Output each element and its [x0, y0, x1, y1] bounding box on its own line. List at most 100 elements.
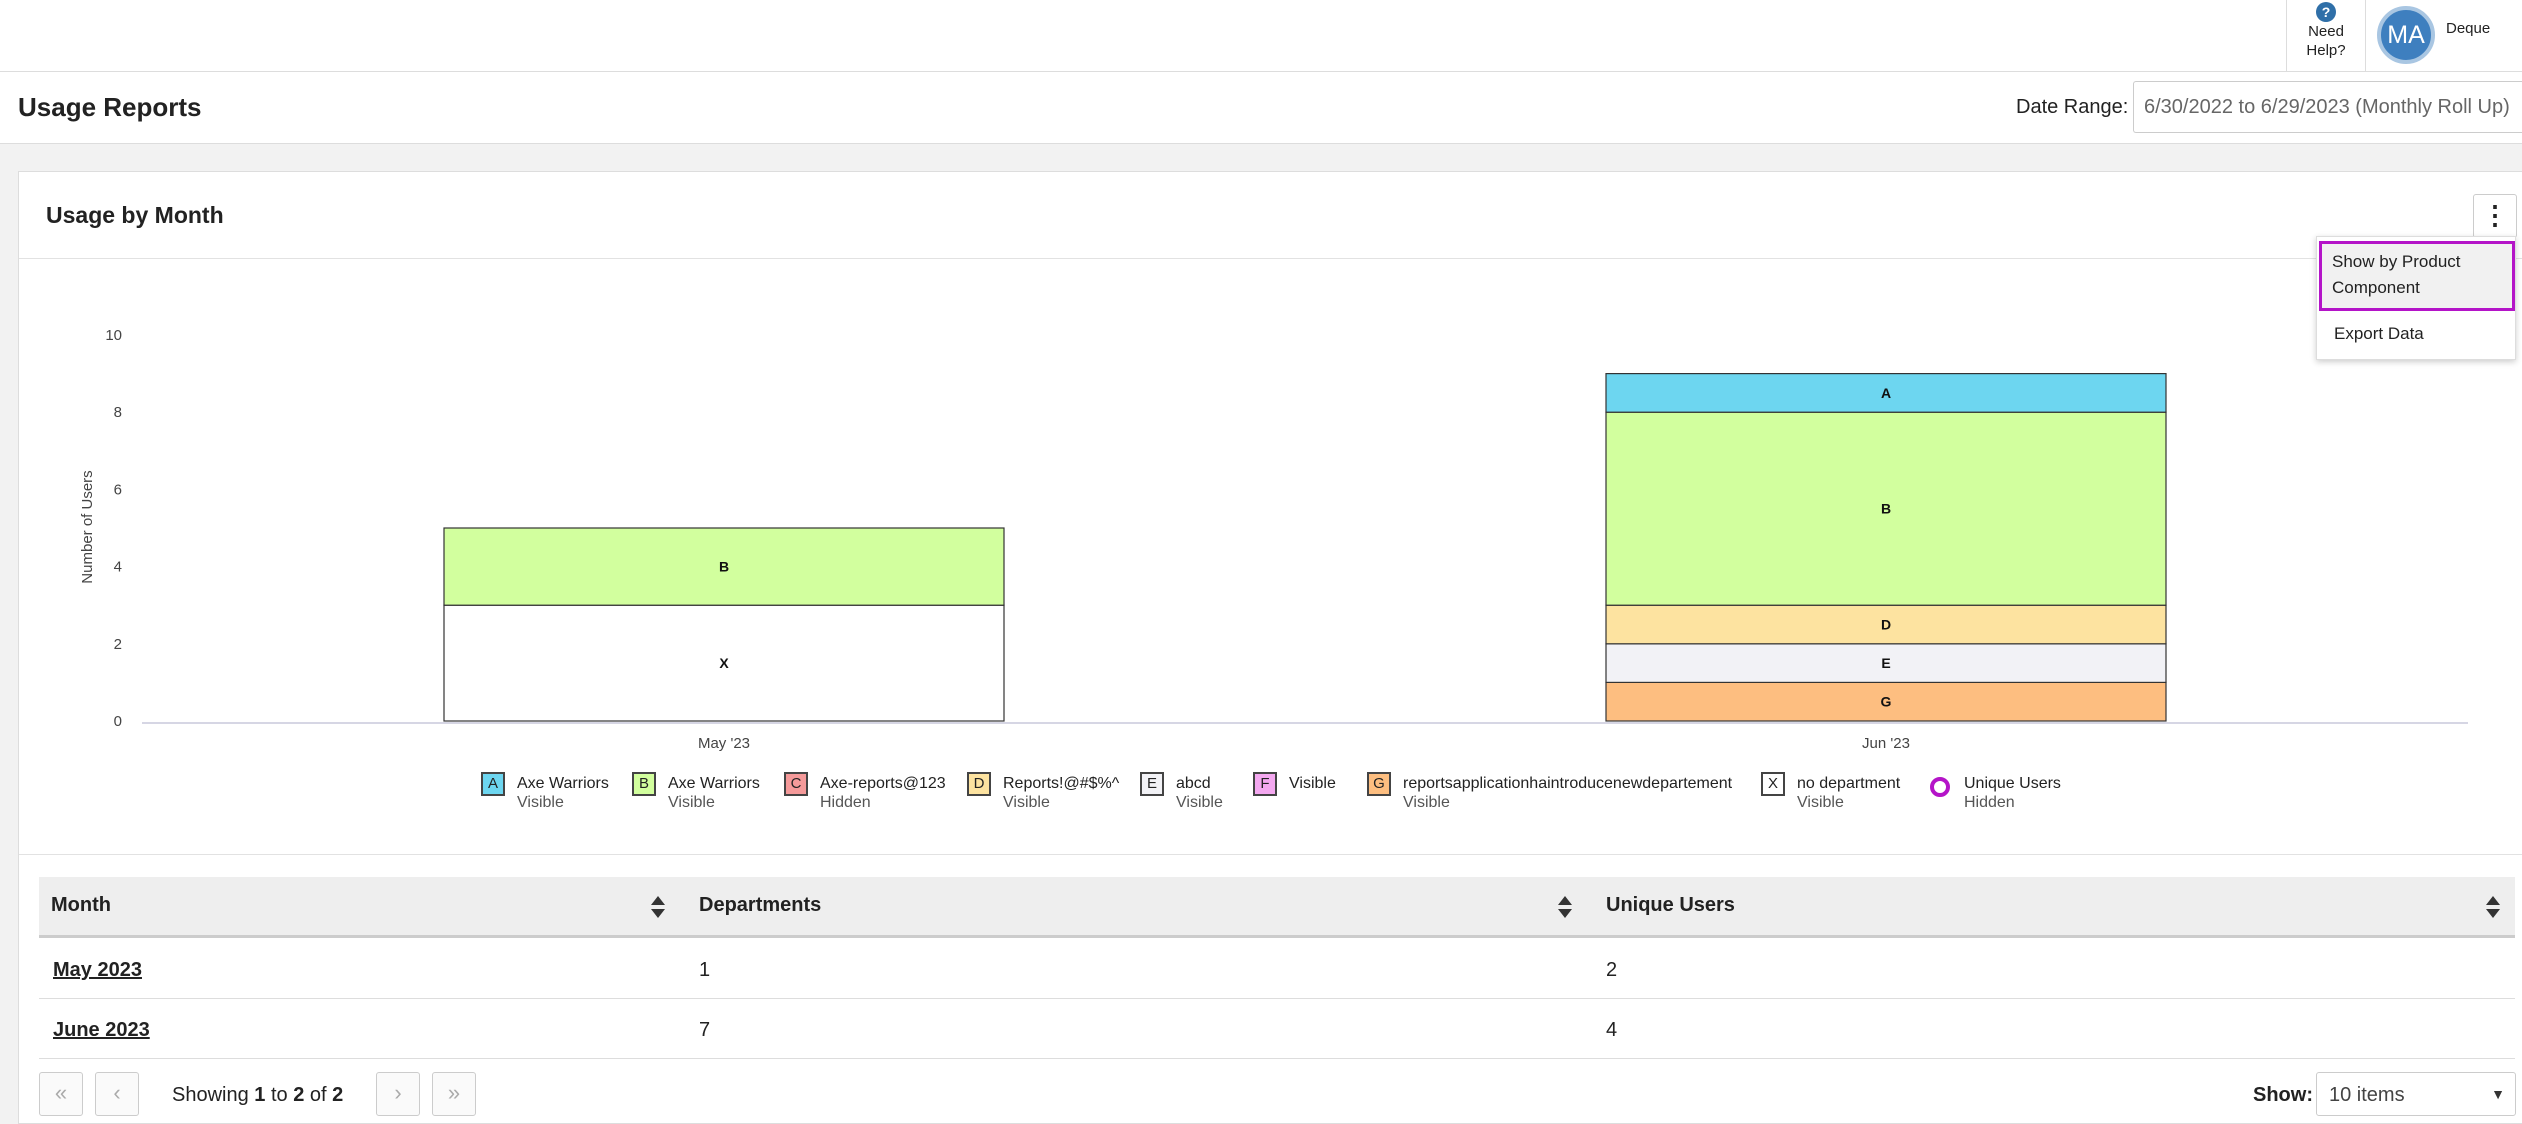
card-title: Usage by Month: [46, 202, 224, 228]
departments-cell: 1: [699, 959, 711, 981]
date-range-select[interactable]: 6/30/2022 to 6/29/2023 (Monthly Roll Up): [2133, 81, 2522, 133]
double-chevron-right-icon: »: [447, 1080, 461, 1105]
table-row: May 2023 1 2: [39, 939, 2515, 999]
legend-swatch: G: [1367, 772, 1391, 796]
legend-status: Visible: [517, 794, 564, 811]
showing-label: Showing: [172, 1084, 249, 1106]
range-total: 2: [332, 1084, 344, 1106]
of-label: of: [309, 1084, 327, 1106]
double-chevron-left-icon: «: [54, 1080, 68, 1105]
page-size-select[interactable]: 10 items ▼: [2316, 1072, 2516, 1116]
legend-name: abcd: [1176, 775, 1211, 792]
bar-segment-a[interactable]: [1605, 373, 2167, 413]
legend-item-unique-users[interactable]: Unique Users Hidden: [1928, 771, 2078, 813]
column-header-departments[interactable]: Departments: [699, 894, 822, 916]
legend-item-a[interactable]: A Axe Warriors Visible: [481, 771, 611, 813]
y-tick-label: 8: [114, 404, 122, 421]
previous-page-button[interactable]: ‹: [95, 1072, 139, 1116]
legend-status: Visible: [1403, 794, 1450, 811]
legend-name: Axe-reports@123: [820, 775, 946, 792]
usage-chart: Number of Users 0 2 4 6 8 10 X B G E D B A May '23 J…: [79, 327, 2468, 752]
y-tick-label: 10: [105, 327, 122, 344]
question-circle-icon: ?: [2316, 2, 2336, 22]
legend-swatch: X: [1761, 772, 1785, 796]
chevron-left-icon: ‹: [113, 1080, 121, 1105]
sort-icon[interactable]: [1558, 896, 1572, 920]
month-link[interactable]: June 2023: [53, 1019, 150, 1041]
kebab-menu-button[interactable]: ⋮: [2473, 194, 2517, 238]
legend-status: Visible: [1176, 794, 1223, 811]
bar-segment-e[interactable]: [1605, 643, 2167, 683]
avatar[interactable]: MA: [2377, 6, 2435, 64]
legend-swatch: F: [1253, 772, 1277, 796]
legend-status: Hidden: [1964, 794, 2015, 811]
legend-swatch: B: [632, 772, 656, 796]
y-tick-label: 0: [114, 713, 122, 730]
bar-segment-b[interactable]: [443, 527, 1005, 606]
legend-swatch: D: [967, 772, 991, 796]
page-size-label: Show:: [2253, 1084, 2313, 1106]
legend-status: Visible: [1797, 794, 1844, 811]
bar-segment-label: A: [1881, 385, 1891, 401]
column-header-month[interactable]: Month: [51, 894, 111, 916]
legend-status: Visible: [668, 794, 715, 811]
column-header-unique-users[interactable]: Unique Users: [1606, 894, 1735, 916]
y-tick-label: 2: [114, 636, 122, 653]
legend-item-x[interactable]: X no department Visible: [1761, 771, 1911, 813]
legend-swatch: C: [784, 772, 808, 796]
legend-item-b[interactable]: B Axe Warriors Visible: [632, 771, 762, 813]
pagination-summary: Showing 1 to 2 of 2: [172, 1084, 343, 1107]
page-header: Usage Reports Date Range: 6/30/2022 to 6…: [0, 72, 2522, 144]
unique-users-cell: 2: [1606, 959, 1618, 981]
legend-swatch: A: [481, 772, 505, 796]
chart-options-menu: Show by Product Component Export Data: [2316, 236, 2516, 360]
last-page-button[interactable]: »: [432, 1072, 476, 1116]
menu-item-export-data[interactable]: Export Data: [2334, 324, 2424, 343]
legend-name: Axe Warriors: [517, 775, 609, 792]
legend-status: Visible: [1003, 794, 1050, 811]
legend-swatch: E: [1140, 772, 1164, 796]
legend-status: Visible: [1289, 775, 1336, 792]
bar-segment-g[interactable]: [1605, 681, 2167, 722]
bar-segment-label: B: [1881, 501, 1891, 517]
x-tick-label: May '23: [698, 735, 750, 752]
legend-item-f[interactable]: F Visible: [1253, 771, 1353, 813]
legend-name: Reports!@#$%^: [1003, 775, 1120, 792]
bar-segment-b[interactable]: [1605, 411, 2167, 606]
range-to: 2: [293, 1084, 305, 1106]
menu-item-show-by-product-component[interactable]: Show by Product Component: [2319, 241, 2515, 311]
bar-segment-label: G: [1881, 694, 1892, 710]
bar-segment-x[interactable]: [443, 604, 1005, 722]
y-tick-label: 4: [114, 559, 122, 576]
legend-item-g[interactable]: G reportsapplicationhaintroducenewdepart…: [1367, 771, 1747, 813]
first-page-button[interactable]: «: [39, 1072, 83, 1116]
legend-item-c[interactable]: C Axe-reports@123 Hidden: [784, 771, 946, 813]
table-header: Month Departments Unique Users: [39, 877, 2515, 938]
ring-marker-icon: [1930, 777, 1950, 797]
help-label-line1: Need: [2308, 23, 2344, 40]
x-tick-label: Jun '23: [1862, 735, 1910, 752]
month-link[interactable]: May 2023: [53, 959, 142, 981]
card-divider: [19, 258, 2522, 259]
page-title: Usage Reports: [18, 92, 202, 122]
unique-users-cell: 4: [1606, 1019, 1618, 1041]
help-label-line2: Help?: [2306, 42, 2346, 59]
legend-item-e[interactable]: E abcd Visible: [1140, 771, 1240, 813]
user-name[interactable]: Deque: [2446, 20, 2491, 37]
next-page-button[interactable]: ›: [376, 1072, 420, 1116]
bar-segment-label: E: [1881, 655, 1890, 671]
help-button[interactable]: ? Need Help?: [2286, 0, 2366, 72]
bar-segment-label: B: [719, 559, 729, 575]
page-size-value: 10 items: [2329, 1084, 2405, 1106]
chart-table-divider: [19, 854, 2522, 855]
date-range-label: Date Range:: [2016, 96, 2129, 118]
bar-segment-d[interactable]: [1605, 604, 2167, 645]
y-tick-label: 6: [114, 481, 122, 498]
range-from: 1: [254, 1084, 266, 1106]
y-axis-label: Number of Users: [79, 470, 96, 583]
sort-icon[interactable]: [2486, 896, 2500, 920]
legend-item-d[interactable]: D Reports!@#$%^ Visible: [967, 771, 1120, 813]
departments-cell: 7: [699, 1019, 711, 1041]
sort-icon[interactable]: [651, 896, 665, 920]
caret-down-icon: ▼: [2491, 1086, 2505, 1102]
